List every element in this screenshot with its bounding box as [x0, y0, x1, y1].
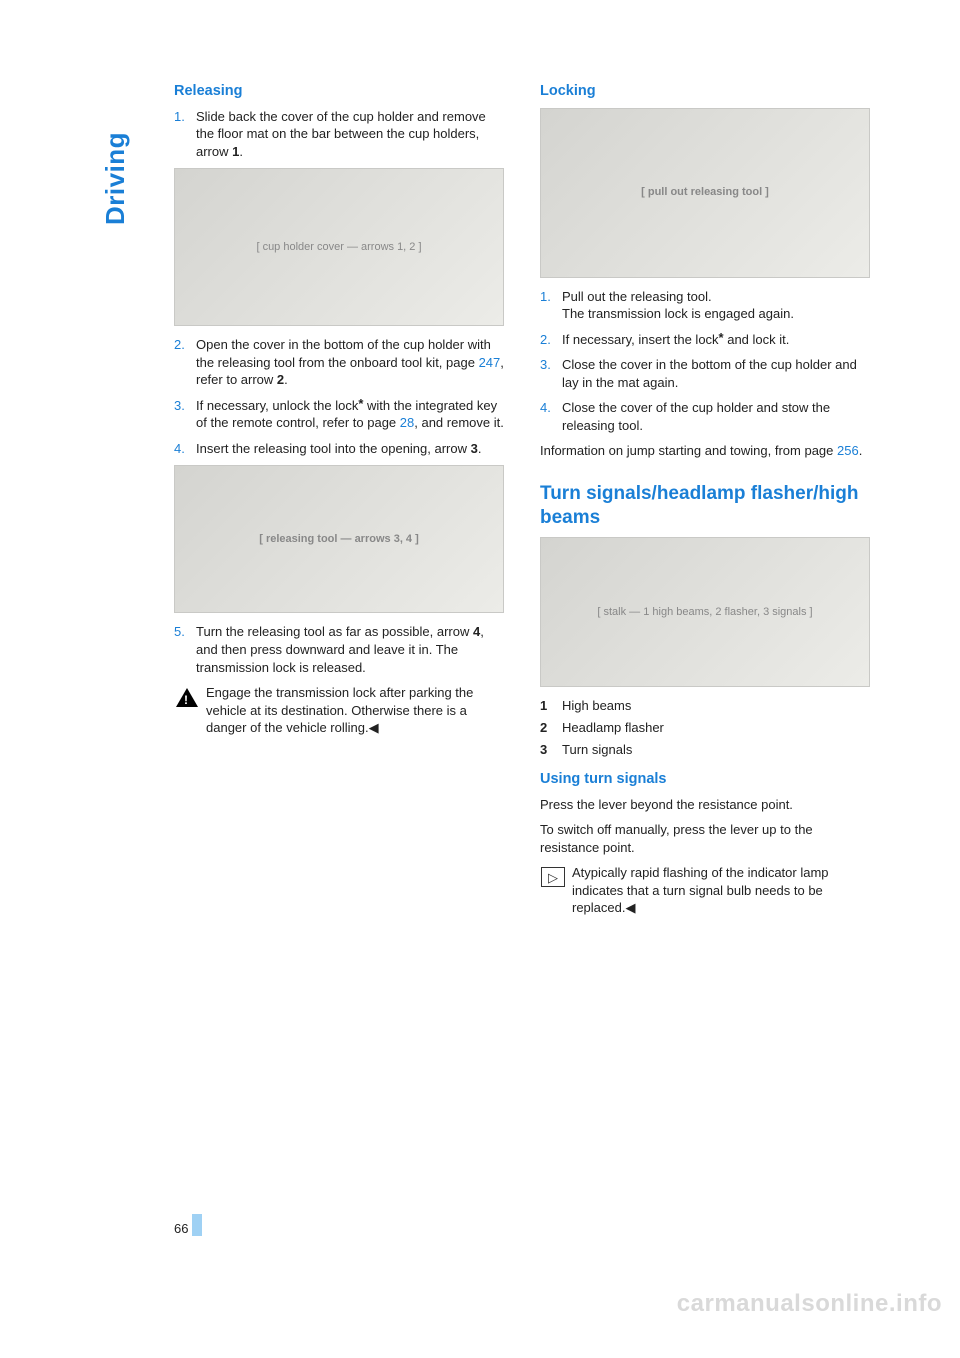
step-text: Close the cover of the cup holder and st… — [562, 399, 870, 434]
step-text: If necessary, insert the lock* and lock … — [562, 331, 870, 349]
step-text: Close the cover in the bottom of the cup… — [562, 356, 870, 391]
paragraph: To switch off manually, press the lever … — [540, 821, 870, 856]
paragraph: Press the lever beyond the resistance po… — [540, 796, 870, 814]
step-number: 1. — [540, 288, 562, 323]
locking-steps: 1. Pull out the releasing tool. The tran… — [540, 288, 870, 435]
step: 2. Open the cover in the bottom of the c… — [174, 336, 504, 389]
releasing-heading: Releasing — [174, 82, 504, 102]
arrow-ref: 3 — [471, 441, 478, 456]
signals-heading: Turn signals/headlamp flasher/high beams — [540, 482, 870, 530]
text: Turn the releasing tool as far as possib… — [196, 624, 473, 639]
step-number: 4. — [540, 399, 562, 434]
step: 3. If necessary, unlock the lock* with t… — [174, 397, 504, 432]
step-number: 2. — [174, 336, 196, 389]
step-number: 5. — [174, 623, 196, 676]
step-text: Insert the releasing tool into the openi… — [196, 440, 504, 458]
figure-cupholder-cover: [ cup holder cover — arrows 1, 2 ] — [174, 168, 504, 326]
figure-locking: [ pull out releasing tool ] — [540, 108, 870, 278]
text: Open the cover in the bottom of the cup … — [196, 337, 491, 370]
info-note: ▷ Atypically rapid flashing of the indic… — [540, 864, 870, 917]
footnote-star: * — [358, 396, 363, 411]
using-signals-heading: Using turn signals — [540, 770, 870, 790]
info-paragraph: Information on jump starting and towing,… — [540, 442, 870, 460]
warning-note: Engage the transmission lock after parki… — [174, 684, 504, 737]
text: Atypically rapid flashing of the indicat… — [572, 865, 829, 915]
warning-text: Engage the transmission lock after parki… — [206, 684, 504, 737]
step-number: 4. — [174, 440, 196, 458]
text: . — [478, 441, 482, 456]
info-text: Atypically rapid flashing of the indicat… — [572, 864, 870, 917]
locking-heading: Locking — [540, 82, 870, 102]
text: . — [284, 372, 288, 387]
end-marker: ◀ — [369, 720, 379, 735]
text: Pull out the releasing tool. — [562, 289, 712, 304]
step-number: 3. — [174, 397, 196, 432]
step: 4. Insert the releasing tool into the op… — [174, 440, 504, 458]
step-text: Turn the releasing tool as far as possib… — [196, 623, 504, 676]
info-icon: ▷ — [540, 866, 566, 888]
footnote-star: * — [719, 330, 724, 345]
step-text: Open the cover in the bottom of the cup … — [196, 336, 504, 389]
releasing-steps-a: 1. Slide back the cover of the cup holde… — [174, 108, 504, 161]
legend-text: High beams — [562, 697, 631, 715]
step-text: Slide back the cover of the cup holder a… — [196, 108, 504, 161]
text: . — [859, 443, 863, 458]
step: 1. Pull out the releasing tool. The tran… — [540, 288, 870, 323]
text: Engage the transmission lock after parki… — [206, 685, 473, 735]
legend-text: Turn signals — [562, 741, 632, 759]
page-number: 66 — [174, 1221, 188, 1236]
legend-text: Headlamp flasher — [562, 719, 664, 737]
step-number: 2. — [540, 331, 562, 349]
step: 4. Close the cover of the cup holder and… — [540, 399, 870, 434]
warning-icon — [174, 686, 200, 708]
page-number-bar — [192, 1214, 202, 1236]
watermark: carmanualsonline.info — [677, 1290, 942, 1318]
content-columns: Releasing 1. Slide back the cover of the… — [174, 82, 868, 917]
text: The transmission lock is engaged again. — [562, 306, 794, 321]
legend-num: 1 — [540, 697, 562, 715]
text: If necessary, insert the lock — [562, 332, 719, 347]
legend-row: 2 Headlamp flasher — [540, 719, 870, 737]
text: Information on jump starting and towing,… — [540, 443, 837, 458]
section-tab: Driving — [100, 132, 131, 225]
step-text: If necessary, unlock the lock* with the … — [196, 397, 504, 432]
step: 2. If necessary, insert the lock* and lo… — [540, 331, 870, 349]
text: and lock it. — [724, 332, 790, 347]
legend-row: 1 High beams — [540, 697, 870, 715]
text: If necessary, unlock the lock — [196, 398, 358, 413]
page-link[interactable]: 247 — [479, 355, 501, 370]
right-column: Locking [ pull out releasing tool ] 1. P… — [540, 82, 870, 917]
page-link[interactable]: 28 — [400, 415, 414, 430]
step-text: Pull out the releasing tool. The transmi… — [562, 288, 870, 323]
text: Insert the releasing tool into the openi… — [196, 441, 471, 456]
page-link[interactable]: 256 — [837, 443, 859, 458]
legend-num: 3 — [540, 741, 562, 759]
step: 1. Slide back the cover of the cup holde… — [174, 108, 504, 161]
text: , and remove it. — [414, 415, 504, 430]
releasing-steps-b: 2. Open the cover in the bottom of the c… — [174, 336, 504, 457]
signals-legend: 1 High beams 2 Headlamp flasher 3 Turn s… — [540, 697, 870, 758]
step-number: 1. — [174, 108, 196, 161]
page-number-block: 66 — [174, 1214, 202, 1236]
step: 5. Turn the releasing tool as far as pos… — [174, 623, 504, 676]
step: 3. Close the cover in the bottom of the … — [540, 356, 870, 391]
figure-turn-signals-stalk: [ stalk — 1 high beams, 2 flasher, 3 sig… — [540, 537, 870, 687]
legend-num: 2 — [540, 719, 562, 737]
step-number: 3. — [540, 356, 562, 391]
text: . — [239, 144, 243, 159]
manual-page: Driving Releasing 1. Slide back the cove… — [0, 0, 960, 1358]
legend-row: 3 Turn signals — [540, 741, 870, 759]
figure-releasing-tool: [ releasing tool — arrows 3, 4 ] — [174, 465, 504, 613]
end-marker: ◀ — [625, 900, 635, 915]
left-column: Releasing 1. Slide back the cover of the… — [174, 82, 504, 917]
releasing-steps-c: 5. Turn the releasing tool as far as pos… — [174, 623, 504, 676]
